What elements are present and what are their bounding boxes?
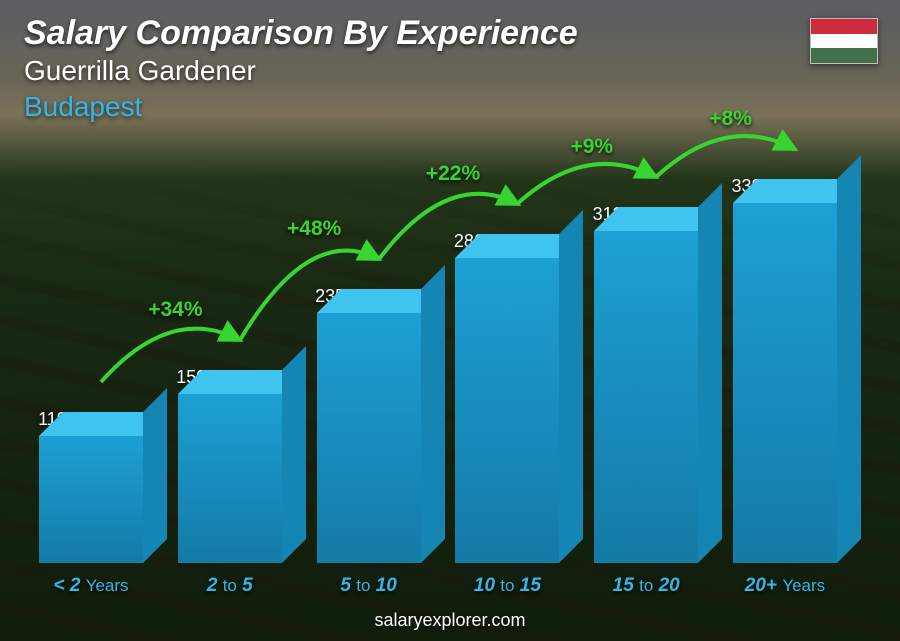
bar-column: 235,000 HUF5 to 10 bbox=[304, 286, 434, 597]
bar-x-label: 15 to 20 bbox=[613, 575, 680, 597]
bar-side-face bbox=[698, 183, 722, 563]
bar-front-face bbox=[39, 436, 143, 563]
bar-column: 159,000 HUF2 to 5 bbox=[165, 367, 295, 597]
country-flag-icon bbox=[810, 18, 878, 64]
bar bbox=[39, 436, 143, 563]
bar-x-label: 2 to 5 bbox=[207, 575, 253, 597]
bar-front-face bbox=[317, 313, 421, 563]
flag-stripe bbox=[811, 19, 877, 34]
bar-front-face bbox=[455, 258, 559, 563]
bar-chart: 119,000 HUF< 2 Years159,000 HUF2 to 5235… bbox=[26, 67, 850, 597]
bar-front-face bbox=[178, 394, 282, 563]
bar-x-label: 5 to 10 bbox=[340, 575, 396, 597]
bar bbox=[733, 203, 837, 563]
chart-title: Salary Comparison By Experience bbox=[24, 14, 578, 53]
growth-pct-label: +34% bbox=[148, 298, 202, 322]
growth-pct-label: +22% bbox=[426, 162, 480, 186]
bar-x-label: 20+ Years bbox=[745, 575, 825, 597]
growth-pct-label: +9% bbox=[570, 135, 613, 159]
flag-stripe bbox=[811, 34, 877, 49]
bar-column: 286,000 HUF10 to 15 bbox=[442, 231, 572, 597]
bar-side-face bbox=[559, 210, 583, 563]
bar bbox=[594, 231, 698, 563]
bar-x-label: 10 to 15 bbox=[474, 575, 541, 597]
growth-pct-label: +8% bbox=[709, 107, 752, 131]
bar bbox=[455, 258, 559, 563]
bar-column: 338,000 HUF20+ Years bbox=[720, 176, 850, 597]
flag-stripe bbox=[811, 48, 877, 63]
bar bbox=[178, 394, 282, 563]
bar-side-face bbox=[837, 155, 861, 563]
growth-pct-label: +48% bbox=[287, 217, 341, 241]
bar-side-face bbox=[282, 346, 306, 563]
bar-column: 312,000 HUF15 to 20 bbox=[581, 204, 711, 597]
bar bbox=[317, 313, 421, 563]
bar-front-face bbox=[594, 231, 698, 563]
bar-side-face bbox=[143, 388, 167, 563]
bar-side-face bbox=[421, 265, 445, 563]
bar-x-label: < 2 Years bbox=[53, 575, 128, 597]
footer-attribution: salaryexplorer.com bbox=[0, 610, 900, 631]
bar-front-face bbox=[733, 203, 837, 563]
bar-column: 119,000 HUF< 2 Years bbox=[26, 409, 156, 597]
